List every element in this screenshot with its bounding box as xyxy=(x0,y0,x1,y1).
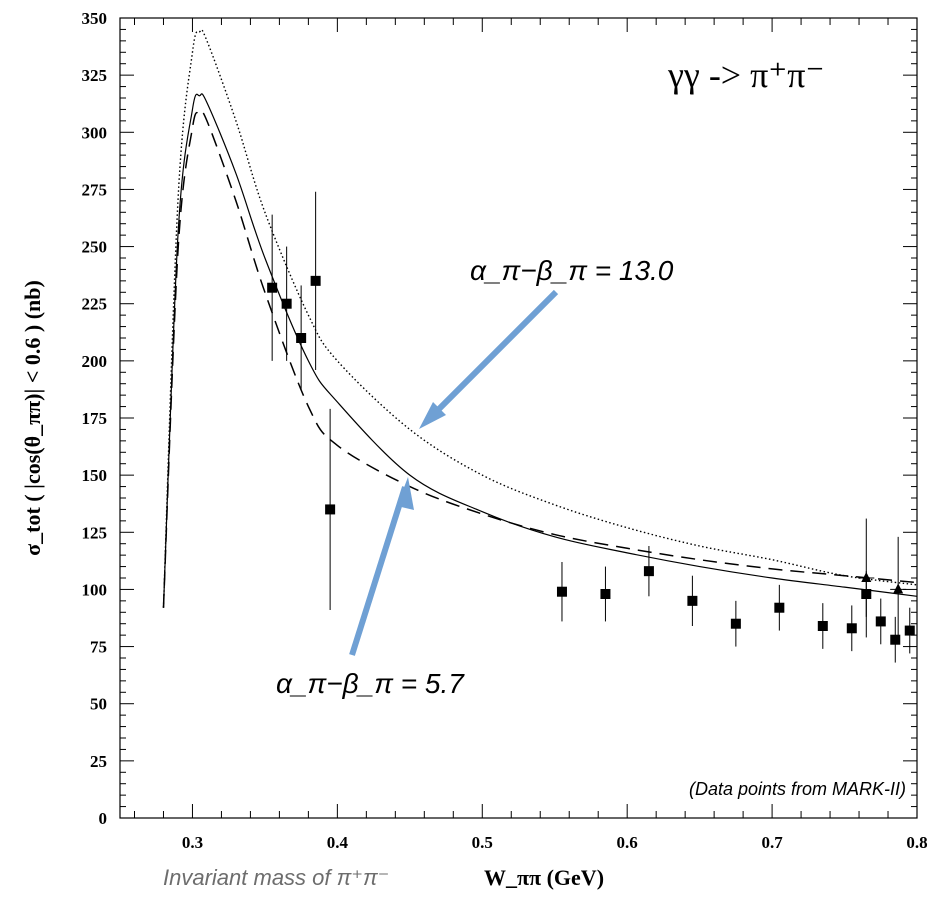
x-tick-label: 0.4 xyxy=(327,833,349,852)
data-point xyxy=(817,621,828,631)
data-point xyxy=(730,618,741,629)
dashed-curve xyxy=(162,110,918,608)
x-tick-label: 0.7 xyxy=(761,833,783,852)
annotation-label-13: α_π−β_π = 13.0 xyxy=(470,255,674,286)
data-point xyxy=(325,504,336,515)
data-point xyxy=(904,625,915,636)
data-points xyxy=(267,191,915,663)
y-tick-label: 225 xyxy=(82,295,108,314)
annotation-arrow-5-7 xyxy=(349,477,414,656)
theory-curves xyxy=(162,29,918,608)
y-tick-label: 325 xyxy=(82,66,108,85)
y-tick-label: 250 xyxy=(82,238,108,257)
data-point xyxy=(600,589,611,599)
y-tick-label: 200 xyxy=(82,352,108,371)
data-source-credit: (Data points from MARK-II) xyxy=(689,779,906,799)
x-tick-label: 0.3 xyxy=(182,833,203,852)
dotted-curve xyxy=(162,29,918,608)
annotation-arrow-13 xyxy=(419,289,559,429)
y-tick-label: 125 xyxy=(82,523,108,542)
triangle-data-point xyxy=(893,583,904,594)
y-tick-label: 0 xyxy=(99,809,108,828)
data-point xyxy=(890,634,901,645)
plot-frame xyxy=(119,17,918,819)
x-axis-label: W_ππ (GeV) xyxy=(484,865,604,890)
data-point xyxy=(310,275,321,286)
data-point xyxy=(556,586,567,597)
triangle-data-point xyxy=(861,572,872,582)
reaction-label: γγ -> π⁺π⁻ xyxy=(667,55,824,95)
solid-curve xyxy=(162,93,918,608)
y-tick-label: 300 xyxy=(82,123,108,142)
y-tick-label: 100 xyxy=(82,580,108,599)
y-tick-label: 350 xyxy=(82,9,108,28)
data-point xyxy=(687,595,698,606)
y-tick-label: 50 xyxy=(90,695,107,714)
y-axis-label: σ_tot ( |cos(θ_ππ)| < 0.6 ) (nb) xyxy=(20,280,45,556)
x-tick-label: 0.5 xyxy=(472,833,493,852)
y-tick-label: 275 xyxy=(82,180,108,199)
data-point xyxy=(875,616,886,627)
data-point xyxy=(643,566,654,577)
data-point xyxy=(267,282,278,293)
data-point xyxy=(296,333,307,343)
y-tick-label: 75 xyxy=(90,638,107,657)
x-axis-label-prefix: Invariant mass of π⁺π⁻ xyxy=(163,865,389,890)
data-point xyxy=(774,602,785,613)
y-tick-label: 25 xyxy=(90,752,107,771)
y-tick-label: 175 xyxy=(82,409,108,428)
data-point xyxy=(281,298,292,309)
x-tick-label: 0.6 xyxy=(617,833,638,852)
axis-ticks: 0.3 0.4 0.5 0.6 0.7 0.8 0 25 50 75 100 125 150 175 200… xyxy=(82,9,928,852)
data-point xyxy=(846,623,857,634)
x-tick-label: 0.8 xyxy=(906,833,927,852)
annotation-label-5-7: α_π−β_π = 5.7 xyxy=(276,668,465,699)
y-tick-label: 150 xyxy=(82,466,108,485)
